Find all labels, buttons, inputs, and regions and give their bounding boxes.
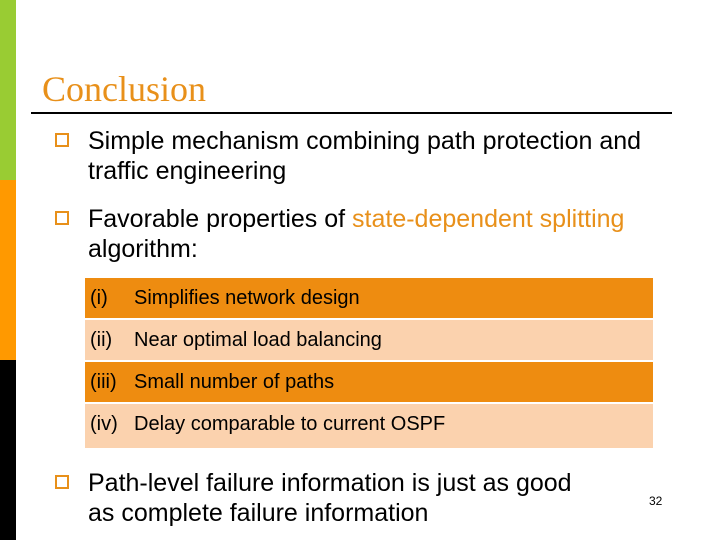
bullet-text-suffix: algorithm: — [88, 235, 198, 263]
row-label: Near optimal load balancing — [134, 329, 382, 351]
bullet-text: Favorable properties of state-dependent … — [88, 204, 688, 264]
slide-title: Conclusion — [42, 69, 207, 109]
sidebar-band-green — [0, 0, 16, 180]
bullet-text: Path-level failure information is just a… — [88, 469, 572, 527]
page-number: 32 — [649, 494, 663, 508]
row-label: Delay comparable to current OSPF — [134, 413, 446, 435]
title-underline — [31, 112, 672, 114]
row-label: Small number of paths — [134, 371, 335, 393]
square-bullet-icon — [55, 475, 69, 489]
row-label: Simplifies network design — [134, 287, 360, 309]
properties-table: (i) Simplifies network design (ii) Near … — [85, 276, 653, 448]
square-bullet-icon — [55, 211, 69, 225]
table-row: (iv) Delay comparable to current OSPF — [85, 404, 653, 448]
table-row: (ii) Near optimal load balancing — [85, 320, 653, 360]
table-row: (i) Simplifies network design — [85, 278, 653, 318]
bullet-text: Simple mechanism combining path protecti… — [88, 127, 642, 185]
square-bullet-icon — [55, 133, 69, 147]
sidebar-band-black — [0, 360, 16, 540]
bullet-text-prefix: Favorable properties of — [88, 205, 353, 233]
row-number: (iv) — [90, 413, 118, 435]
row-number: (i) — [90, 287, 108, 309]
row-number: (iii) — [90, 371, 117, 393]
sidebar-band-orange — [0, 180, 16, 360]
highlighted-term: state-dependent splitting — [352, 205, 625, 233]
row-number: (ii) — [90, 329, 113, 351]
table-row: (iii) Small number of paths — [85, 362, 653, 402]
